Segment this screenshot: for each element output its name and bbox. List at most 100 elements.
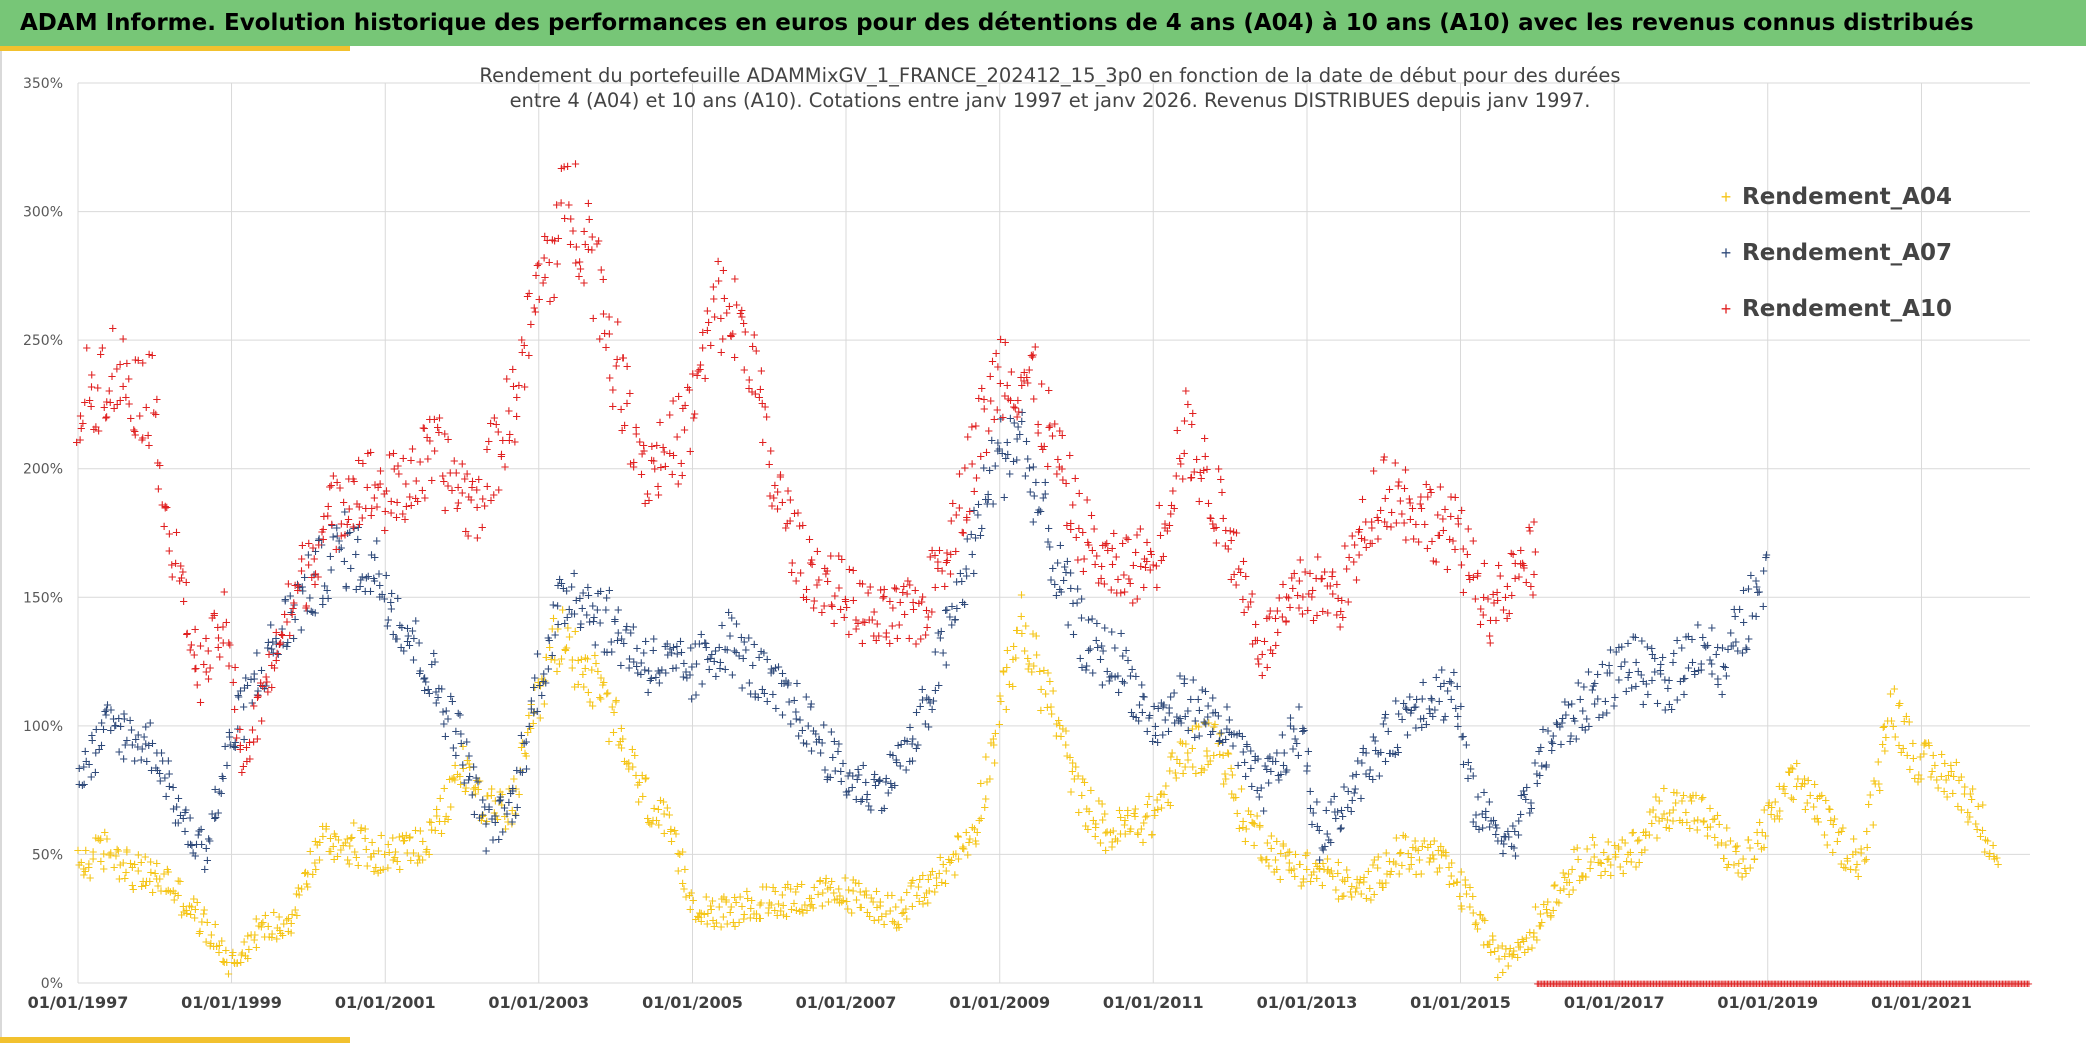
data-point: + [1940, 756, 1949, 773]
data-point: + [738, 899, 747, 916]
data-point: + [1098, 796, 1107, 813]
data-point: + [1323, 851, 1332, 868]
data-point: + [1447, 855, 1456, 872]
data-point: + [1430, 833, 1439, 850]
data-point: + [783, 516, 792, 533]
data-point: + [272, 625, 281, 642]
data-point: + [96, 346, 105, 363]
data-point: + [1954, 798, 1963, 815]
data-point: + [915, 893, 924, 910]
data-point: + [726, 628, 735, 645]
data-point: + [1124, 531, 1133, 548]
data-point: + [1684, 660, 1693, 677]
data-point: + [485, 801, 494, 818]
data-point: + [1567, 696, 1576, 713]
data-point: + [252, 940, 261, 957]
data-point: + [182, 802, 191, 819]
data-point: + [392, 509, 401, 526]
data-point: + [975, 812, 984, 829]
data-point: + [914, 879, 923, 896]
data-point: + [738, 680, 747, 697]
data-point: + [1516, 543, 1525, 560]
x-tick-label: 01/01/2017 [1564, 993, 1665, 1012]
data-point: + [607, 644, 616, 661]
data-point: + [562, 583, 571, 600]
data-point: + [549, 597, 558, 614]
data-point: + [987, 735, 996, 752]
data-point: + [918, 692, 927, 709]
data-point: + [243, 928, 252, 945]
data-point: + [1553, 716, 1562, 733]
data-point: + [1309, 613, 1318, 630]
data-point: + [1204, 698, 1213, 715]
data-point: + [1315, 852, 1324, 869]
data-point: + [162, 499, 171, 516]
data-point: + [809, 900, 818, 917]
data-point: + [1340, 779, 1349, 796]
data-point: + [1466, 899, 1475, 916]
data-point: + [1428, 709, 1437, 726]
data-point: + [1529, 587, 1538, 604]
data-point: + [1194, 719, 1203, 736]
data-point: + [174, 791, 183, 808]
data-point: + [666, 824, 675, 841]
data-point: + [1161, 712, 1170, 729]
data-point: + [356, 572, 365, 589]
data-point: + [844, 882, 853, 899]
data-point: + [324, 591, 333, 608]
data-point: + [366, 849, 375, 866]
data-point: + [1841, 860, 1850, 877]
data-point: + [1400, 515, 1409, 532]
data-point: + [1489, 932, 1498, 949]
data-point: + [1590, 676, 1599, 693]
data-point: + [107, 702, 116, 719]
data-point: + [739, 316, 748, 333]
data-point: + [1000, 489, 1009, 506]
data-point: + [1412, 720, 1421, 737]
data-point: + [1101, 537, 1110, 554]
data-point: + [1427, 485, 1436, 502]
data-point: + [1014, 392, 1023, 409]
data-point: + [234, 688, 243, 705]
data-point: + [1462, 737, 1471, 754]
data-point: + [1606, 857, 1615, 874]
data-point: + [230, 738, 239, 755]
data-point: + [1029, 514, 1038, 531]
data-point: + [1227, 533, 1236, 550]
data-point: + [946, 566, 955, 583]
data-point: + [922, 690, 931, 707]
data-point: + [755, 911, 764, 928]
data-point: + [1906, 762, 1915, 779]
data-point: + [1221, 766, 1230, 783]
data-point: + [1041, 686, 1050, 703]
data-point: + [1584, 664, 1593, 681]
data-point: + [1703, 819, 1712, 836]
data-point: + [842, 787, 851, 804]
data-point: + [256, 678, 265, 695]
data-point: + [936, 630, 945, 647]
data-point: + [1475, 822, 1484, 839]
data-point: + [1029, 391, 1038, 408]
data-point: + [1423, 489, 1432, 506]
data-point: + [1017, 608, 1026, 625]
zero-point: + [1620, 976, 1628, 991]
data-point: + [691, 636, 700, 653]
data-point: + [314, 537, 323, 554]
zero-point: + [1579, 976, 1587, 991]
data-point: + [540, 250, 549, 267]
data-point: + [563, 610, 572, 627]
data-point: + [1064, 617, 1073, 634]
data-point: + [532, 268, 541, 285]
data-point: + [442, 703, 451, 720]
data-point: + [640, 662, 649, 679]
data-point: + [355, 517, 364, 534]
data-point: + [1744, 631, 1753, 648]
data-point: + [1208, 724, 1217, 741]
data-point: + [705, 662, 714, 679]
data-point: + [293, 583, 302, 600]
data-point: + [1355, 522, 1364, 539]
data-point: + [1229, 738, 1238, 755]
data-point: + [1273, 745, 1282, 762]
data-point: + [1498, 938, 1507, 955]
data-point: + [376, 476, 385, 493]
